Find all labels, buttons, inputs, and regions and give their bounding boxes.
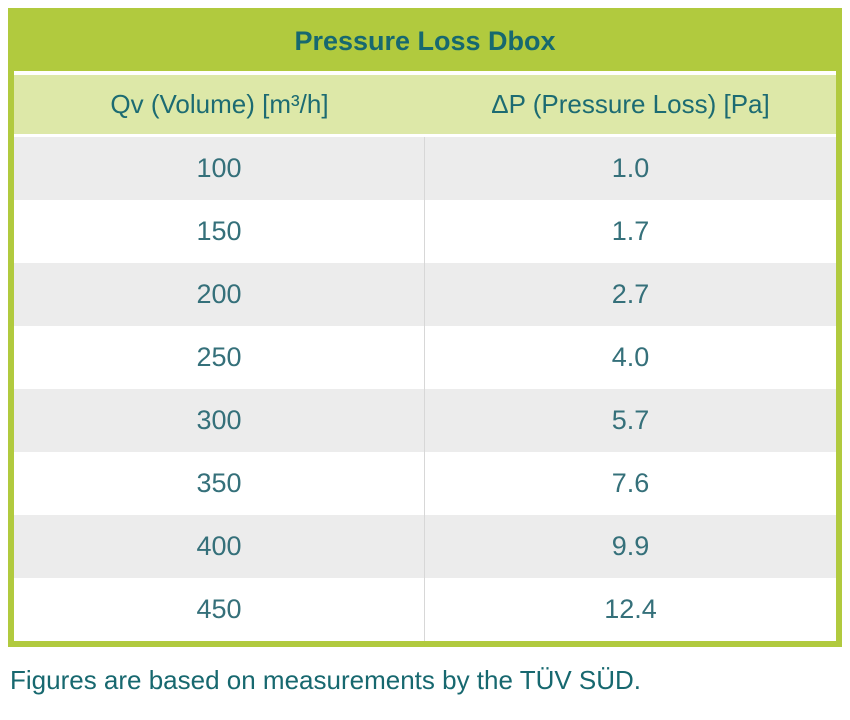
table-row: 400 9.9 <box>14 515 836 578</box>
table-row: 350 7.6 <box>14 452 836 515</box>
title-header-divider <box>14 71 836 75</box>
qv-cell: 400 <box>14 515 425 578</box>
column-header-qv: Qv (Volume) [m³/h] <box>110 89 329 119</box>
dp-cell: 1.7 <box>611 216 650 246</box>
table-header-row: Qv (Volume) [m³/h] ΔP (Pressure Loss) [P… <box>14 75 836 134</box>
qv-cell: 100 <box>14 137 425 200</box>
header-body-divider <box>14 134 836 137</box>
column-header-dp: ΔP (Pressure Loss) [Pa] <box>491 89 770 119</box>
qv-cell: 450 <box>14 578 425 641</box>
table-row: 200 2.7 <box>14 263 836 326</box>
dp-cell: 5.7 <box>611 405 650 435</box>
qv-cell: 350 <box>14 452 425 515</box>
dp-cell: 12.4 <box>604 594 657 624</box>
qv-cell: 150 <box>14 200 425 263</box>
dp-cell: 9.9 <box>611 531 650 561</box>
table-row: 450 12.4 <box>14 578 836 641</box>
dp-cell: 4.0 <box>611 342 650 372</box>
page: Pressure Loss Dbox Qv (Volume) [m³/h] ΔP… <box>8 8 842 695</box>
table-row: 300 5.7 <box>14 389 836 452</box>
qv-cell: 200 <box>14 263 425 326</box>
qv-cell: 300 <box>14 389 425 452</box>
table-row: 150 1.7 <box>14 200 836 263</box>
pressure-loss-table: Pressure Loss Dbox Qv (Volume) [m³/h] ΔP… <box>8 8 842 647</box>
qv-cell: 250 <box>14 326 425 389</box>
table-row: 250 4.0 <box>14 326 836 389</box>
footer-note: Figures are based on measurements by the… <box>10 665 642 695</box>
table-row: 100 1.0 <box>14 137 836 200</box>
dp-cell: 7.6 <box>611 468 650 498</box>
table-title: Pressure Loss Dbox <box>14 14 836 71</box>
dp-cell: 2.7 <box>611 279 650 309</box>
dp-cell: 1.0 <box>611 153 650 183</box>
